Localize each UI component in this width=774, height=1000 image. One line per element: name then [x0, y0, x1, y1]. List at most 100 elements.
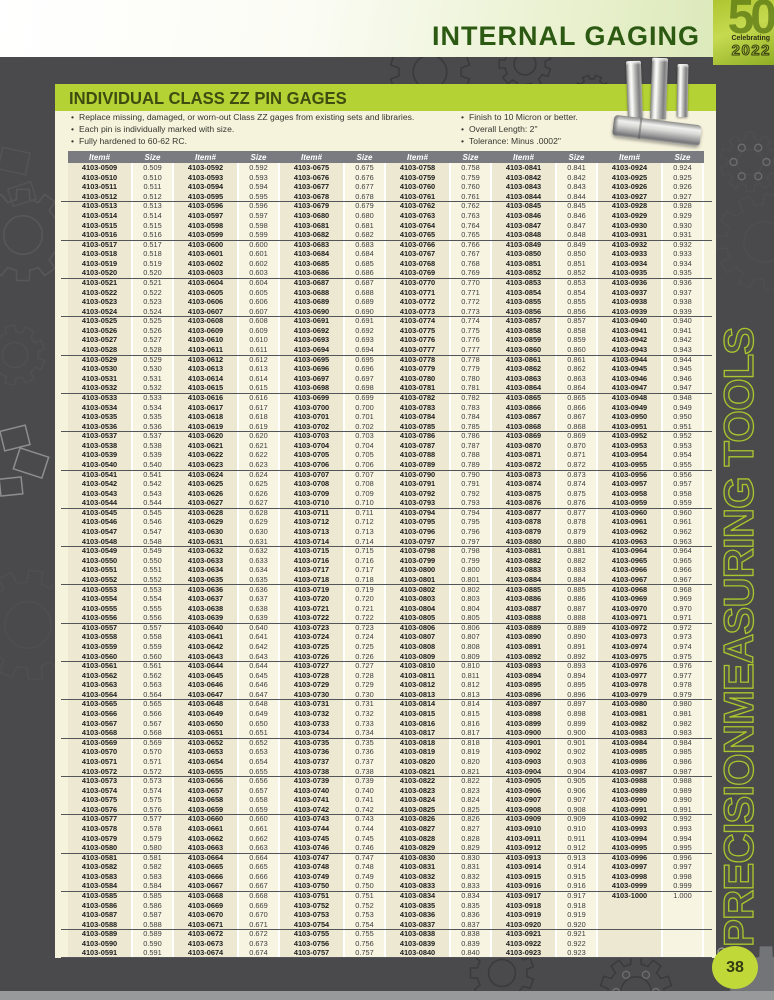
- size-cell: 0.908: [567, 804, 586, 814]
- item-number-cell: 4103-0556: [81, 613, 118, 623]
- size-cell: 0.643: [249, 651, 268, 661]
- table-divider-line: [61, 776, 712, 777]
- item-number-cell: 4103-0580: [81, 843, 118, 853]
- size-cell: 0.684: [355, 249, 374, 259]
- size-cell: 0.761: [461, 191, 480, 201]
- item-number-cell: 4103-0510: [81, 172, 118, 182]
- size-cell: 0.526: [143, 325, 162, 335]
- size-cell: 0.706: [355, 460, 374, 469]
- item-number-cell: 4103-0823: [399, 785, 436, 795]
- size-cell: 0.586: [143, 900, 162, 910]
- size-cell: 0.766: [461, 239, 480, 249]
- item-number-cell: 4103-0703: [293, 431, 330, 441]
- size-cell: 0.724: [355, 632, 374, 642]
- item-number-cell: 4103-0900: [505, 728, 542, 738]
- item-number-cell: 4103-0964: [611, 546, 648, 556]
- size-cell: 0.524: [143, 306, 162, 316]
- item-number-cell: 4103-0616: [187, 392, 224, 402]
- size-cell: 0.521: [143, 278, 162, 288]
- item-number-cell: 4103-0687: [293, 278, 330, 288]
- square-decor-icon: [0, 424, 31, 452]
- size-cell: 0.702: [355, 421, 374, 431]
- item-number-cell: 4103-0690: [293, 306, 330, 316]
- item-number-cell: 4103-0667: [187, 881, 224, 891]
- size-cell: 0.533: [143, 392, 162, 402]
- size-cell: 0.914: [567, 862, 586, 872]
- size-cell: 0.950: [673, 412, 692, 422]
- item-number-cell: 4103-0549: [81, 546, 118, 556]
- bullet-text: Each pin is individually marked with siz…: [79, 123, 235, 134]
- size-cell: 0.666: [249, 871, 268, 881]
- size-cell: 0.665: [249, 862, 268, 872]
- item-number-cell: 4103-0942: [611, 335, 648, 345]
- size-cell: 0.983: [673, 728, 692, 738]
- item-number-cell: 4103-0543: [81, 488, 118, 498]
- item-number-cell: 4103-0875: [505, 488, 542, 498]
- size-cell: 0.796: [461, 527, 480, 537]
- size-cell: 0.664: [249, 852, 268, 862]
- item-number-cell: 4103-0598: [187, 220, 224, 230]
- bullet-item: • Finish to 10 Micron or better.: [461, 112, 661, 124]
- size-cell: 0.980: [673, 699, 692, 709]
- item-number-cell: 4103-0772: [399, 297, 436, 307]
- item-number-cell: 4103-0537: [81, 431, 118, 441]
- size-cell: 0.859: [567, 335, 586, 345]
- item-number-cell: 4103-0995: [611, 843, 648, 853]
- size-cell: 0.679: [355, 201, 374, 211]
- item-number-cell: 4103-0835: [399, 900, 436, 910]
- item-number-cell: 4103-0758: [399, 163, 436, 173]
- size-cell: 0.528: [143, 345, 162, 355]
- size-cell: 0.593: [249, 172, 268, 182]
- size-cell: 0.974: [673, 641, 692, 651]
- item-number-cell: 4103-0973: [611, 632, 648, 642]
- item-number-cell: 4103-0794: [399, 507, 436, 517]
- item-number-cell: 4103-0827: [399, 823, 436, 833]
- item-number-cell: 4103-0559: [81, 641, 118, 651]
- size-cell: 0.715: [355, 546, 374, 556]
- item-number-cell: 4103-0787: [399, 440, 436, 450]
- table-divider-line: [61, 431, 712, 433]
- col-header-item: Item#: [195, 152, 216, 162]
- item-number-cell: 4103-0568: [81, 728, 118, 738]
- item-number-cell: 4103-0660: [187, 814, 224, 824]
- size-cell: 0.646: [249, 680, 268, 690]
- item-number-cell: 4103-0837: [399, 919, 436, 929]
- item-number-cell: 4103-0807: [399, 632, 436, 642]
- item-number-cell: 4103-0983: [611, 728, 648, 738]
- item-number-cell: 4103-0867: [505, 412, 542, 422]
- size-cell: 0.551: [143, 565, 162, 575]
- size-cell: 0.795: [461, 517, 480, 527]
- size-cell: 0.842: [567, 172, 586, 182]
- size-cell: 0.623: [249, 460, 268, 469]
- item-number-cell: 4103-0962: [611, 527, 648, 537]
- size-cell: 0.730: [355, 689, 374, 699]
- table-column-group: 4103-0924 0.924 4103-0925 0.925 4103-0926 0.9…: [598, 163, 704, 958]
- item-number-cell: 4103-0552: [81, 574, 118, 584]
- size-cell: 0.600: [249, 239, 268, 249]
- size-cell: 0.877: [567, 507, 586, 517]
- item-number-cell: 4103-0960: [611, 507, 648, 517]
- item-number-cell: [598, 920, 661, 930]
- size-cell: 0.749: [355, 871, 374, 881]
- item-number-cell: 4103-0723: [293, 622, 330, 632]
- size-cell: 0.689: [355, 297, 374, 307]
- size-cell: 0.721: [355, 603, 374, 613]
- item-number-cell: 4103-0671: [187, 919, 224, 929]
- size-cell: 0.863: [567, 373, 586, 383]
- item-number-cell: 4103-0810: [399, 661, 436, 671]
- item-number-cell: 4103-0747: [293, 852, 330, 862]
- item-number-cell: 4103-0784: [399, 412, 436, 422]
- item-number-cell: 4103-0691: [293, 316, 330, 326]
- item-number-cell: 4103-0864: [505, 383, 542, 393]
- size-cell: 0.587: [143, 910, 162, 920]
- size-cell: 0.824: [461, 795, 480, 805]
- size-cell: 0.660: [249, 814, 268, 824]
- bullet-icon: •: [71, 123, 75, 134]
- size-cell: 0.850: [567, 249, 586, 259]
- item-number-cell: 4103-0872: [505, 460, 542, 469]
- item-number-cell: 4103-0710: [293, 498, 330, 508]
- item-number-cell: 4103-0517: [81, 239, 118, 249]
- size-cell: 0.610: [249, 335, 268, 345]
- content-panel: INDIVIDUAL CLASS ZZ PIN GAGES • Replace …: [55, 84, 716, 958]
- size-cell: 0.855: [567, 297, 586, 307]
